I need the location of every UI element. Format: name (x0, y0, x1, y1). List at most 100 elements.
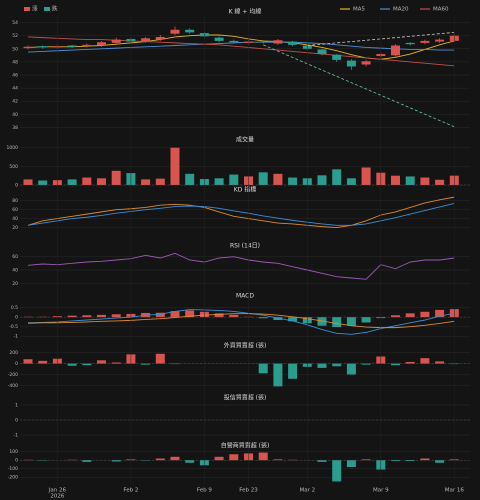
y-tick-label: 40 (12, 216, 18, 222)
bar (258, 317, 268, 319)
bar (229, 454, 239, 461)
bar (141, 363, 151, 365)
y-tick-label: -200 (8, 372, 18, 378)
y-tick-label: 1 (15, 403, 18, 409)
panel-title: 投信買賣超 (張) (224, 394, 267, 402)
legend-label: MA20 (393, 7, 409, 13)
bar (185, 173, 195, 185)
candle-body (185, 29, 195, 33)
bar (97, 360, 106, 364)
y-tick-label: 60 (12, 207, 18, 213)
bar (332, 460, 342, 482)
bar (67, 363, 77, 366)
bar (332, 317, 342, 328)
bar (111, 170, 121, 185)
y-tick-label: -100 (8, 466, 18, 472)
bar (67, 179, 77, 185)
panel-title: KD 指標 (234, 186, 256, 194)
y-tick-label: 40 (12, 268, 18, 274)
x-year-label: 2026 (50, 494, 64, 500)
panel-title: RSI (14日) (230, 243, 260, 250)
x-tick-label: Mar 2 (299, 488, 315, 494)
bar (391, 460, 400, 462)
bar (185, 460, 195, 463)
bar (82, 363, 92, 366)
candle-body (67, 45, 77, 47)
bar (170, 147, 180, 185)
bar (405, 313, 415, 318)
y-tick-label: 60 (12, 254, 18, 260)
panel-title: MACD (236, 293, 254, 300)
bar (170, 456, 180, 461)
legend-swatch (44, 7, 50, 11)
y-tick-label: 52 (12, 33, 18, 39)
bar (111, 314, 121, 318)
candle-body (273, 40, 283, 44)
bar (391, 175, 400, 185)
y-tick-label: 80 (12, 198, 18, 204)
candle-body (346, 60, 356, 67)
y-tick-label: 42 (12, 99, 18, 105)
candle-body (317, 49, 327, 55)
bar (82, 177, 92, 185)
candle-body (258, 41, 268, 43)
bar (420, 177, 430, 185)
bar (273, 363, 283, 387)
bar (258, 172, 268, 185)
bar (214, 456, 224, 461)
candle-body (229, 40, 239, 43)
bar (141, 179, 151, 185)
series-line (27, 309, 455, 335)
y-tick-label: -400 (8, 383, 18, 389)
candle-body (170, 29, 180, 34)
y-tick-label: 0 (15, 361, 18, 367)
bar (155, 458, 165, 461)
candle-body (38, 46, 48, 48)
y-tick-label: 54 (12, 20, 18, 26)
bar (258, 452, 268, 461)
bar (346, 460, 356, 467)
bar (67, 315, 77, 318)
bar (97, 178, 106, 185)
series-line (27, 36, 455, 67)
x-tick-label: Feb 23 (239, 488, 258, 494)
x-tick-label: Feb 2 (123, 488, 138, 494)
candle-body (332, 54, 342, 60)
x-tick-label: Mar 9 (373, 488, 389, 494)
candle-body (82, 44, 92, 47)
panel-title: K 線 + 均線 (229, 8, 262, 16)
y-tick-label: 0 (15, 315, 18, 321)
bar (420, 311, 430, 318)
bar (420, 358, 430, 364)
bar (346, 363, 356, 375)
bar (170, 311, 180, 318)
bar (317, 175, 327, 185)
panel-title: 成交量 (236, 136, 254, 144)
bar (405, 460, 415, 462)
bar (273, 459, 283, 461)
y-tick-label: 20 (12, 281, 18, 287)
bar (273, 317, 283, 320)
y-tick-label: 44 (12, 86, 18, 92)
bar (97, 314, 106, 318)
candle-body (405, 42, 415, 45)
bar (258, 363, 268, 374)
y-tick-label: -0.5 (9, 324, 18, 330)
bar (155, 178, 165, 185)
bar (155, 312, 165, 318)
candle-body (435, 39, 445, 42)
bar (288, 177, 298, 185)
series-line (27, 313, 455, 329)
bar (111, 362, 121, 364)
bar (23, 359, 33, 364)
y-tick-label: 46 (12, 73, 18, 79)
bar (82, 460, 92, 462)
bar (229, 314, 239, 318)
bar (155, 353, 165, 364)
candle-body (391, 45, 400, 56)
y-tick-label: 100 (9, 449, 18, 455)
y-tick-label: 0 (15, 418, 18, 424)
legend-label: 跌 (52, 5, 58, 13)
series-line (27, 202, 455, 226)
